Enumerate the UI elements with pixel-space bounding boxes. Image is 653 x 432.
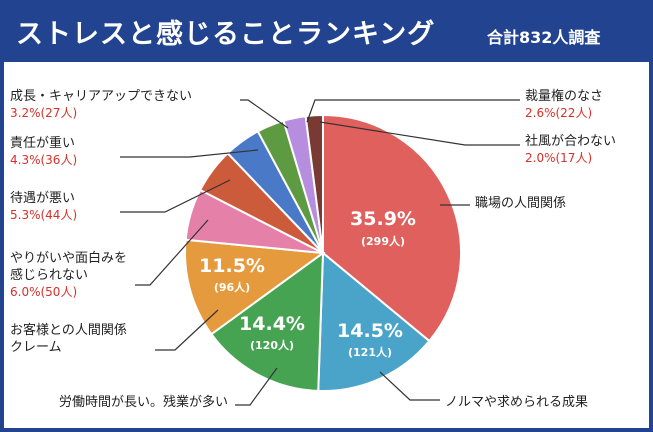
slice-label-5: 感じられない: [10, 267, 88, 283]
pie-slice-10: [304, 113, 324, 254]
slice-count-3: (120人): [250, 338, 294, 352]
slice-label-7: 責任が重い: [10, 135, 75, 151]
slice-count-1: (299人): [361, 234, 405, 248]
slice-label-4: お客様との人間関係: [10, 322, 127, 338]
slice-percent-label-6: 5.3%(44人): [10, 208, 77, 222]
slice-percent-label-9: 2.6%(22人): [525, 106, 592, 120]
leader-line-2: [379, 371, 440, 401]
slice-percent-label-10: 2.0%(17人): [525, 151, 592, 165]
slice-value-1: 35.9%: [350, 208, 416, 230]
slice-count-2: (121人): [348, 345, 392, 359]
leader-line-6: [120, 179, 231, 213]
leader-line-9: [306, 99, 520, 123]
slice-label-4: クレーム: [10, 340, 62, 355]
pie-slice-2: [317, 250, 431, 392]
leader-line-8: [240, 99, 289, 129]
title-banner: ストレスと感じることランキング 合計832人調査: [4, 4, 649, 62]
slice-count-4: (96人): [214, 280, 250, 294]
slice-label-3: 労働時間が長い。残業が多い: [59, 394, 228, 410]
slice-value-2: 14.5%: [337, 320, 403, 342]
pie-slice-4: [184, 238, 326, 336]
leader-line-4: [155, 309, 219, 351]
pie-slice-1: [322, 113, 462, 343]
chart-subtitle: 合計832人調査: [487, 28, 601, 47]
slice-percent-label-5: 6.0%(50人): [10, 285, 77, 299]
slice-label-1: 職場の人間関係: [475, 196, 566, 211]
slice-value-3: 14.4%: [239, 313, 305, 335]
slice-label-6: 待遇が悪い: [10, 191, 75, 206]
slice-label-8: 成長・キャリアアップできない: [10, 89, 192, 104]
chart-title: ストレスと感じることランキング: [16, 19, 436, 50]
slice-label-2: ノルマや求められる成果: [445, 395, 588, 410]
slice-percent-label-7: 4.3%(36人): [10, 153, 77, 167]
leader-line-7: [120, 149, 259, 158]
slice-label-5: やりがいや面白みを: [10, 250, 127, 266]
slice-percent-label-8: 3.2%(27人): [10, 106, 77, 120]
slice-label-10: 社風が合わない: [525, 133, 616, 149]
leader-line-3: [235, 367, 278, 406]
leader-line-10: [319, 121, 520, 146]
slice-value-4: 11.5%: [199, 255, 265, 277]
leader-line-5: [135, 219, 209, 286]
pie-slice-3: [209, 250, 325, 392]
slice-label-9: 裁量権のなさ: [525, 88, 603, 104]
